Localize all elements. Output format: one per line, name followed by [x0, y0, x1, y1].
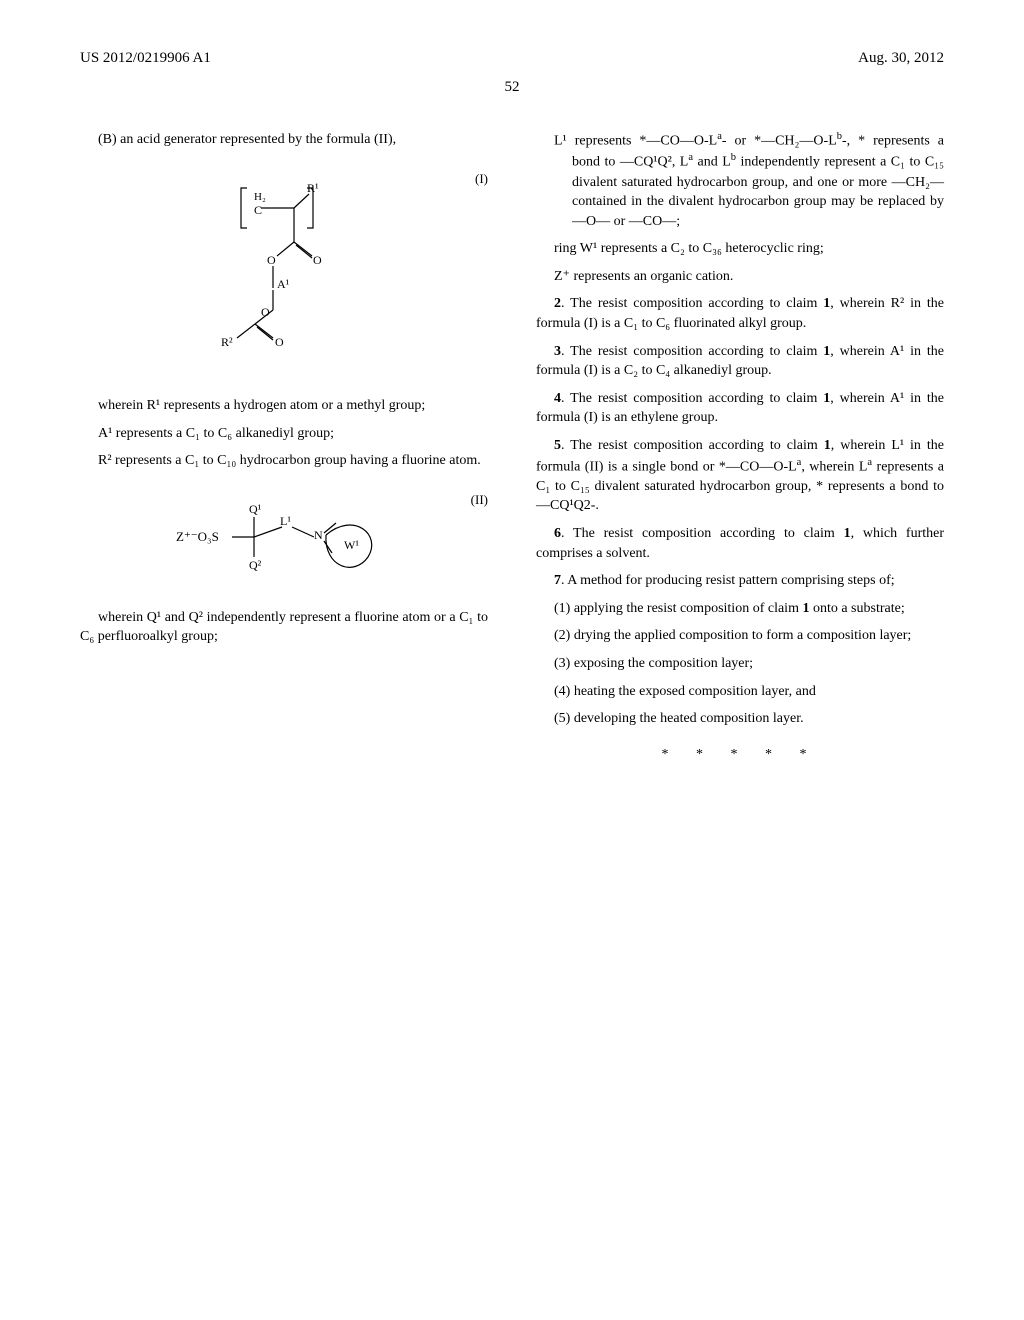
- claim-7-step5: (5) developing the heated composition la…: [536, 709, 944, 729]
- claim-2: 2. The resist composition according to c…: [536, 294, 944, 333]
- header-right: Aug. 30, 2012: [858, 48, 944, 69]
- svg-text:A¹: A¹: [277, 277, 290, 291]
- svg-text:H₂: H₂: [254, 191, 266, 203]
- header-left: US 2012/0219906 A1: [80, 48, 211, 69]
- svg-text:N: N: [314, 528, 323, 542]
- end-marks: * * * * *: [536, 745, 944, 765]
- formula-1-block: (I) H₂ C R¹: [80, 170, 488, 377]
- svg-text:O: O: [267, 253, 276, 267]
- svg-text:Q¹: Q¹: [249, 502, 262, 516]
- claim-7-step1: (1) applying the resist composition of c…: [536, 599, 944, 619]
- desc2: A¹ represents a C₁ to C₆ alkanediyl grou…: [80, 424, 488, 444]
- svg-text:L¹: L¹: [280, 514, 291, 528]
- claim-7-step3: (3) exposing the composition layer;: [536, 654, 944, 674]
- svg-text:O: O: [261, 305, 270, 319]
- desc1: wherein R¹ represents a hydrogen atom or…: [80, 396, 488, 416]
- page-header: US 2012/0219906 A1 Aug. 30, 2012: [80, 48, 944, 69]
- formula-1-label: (I): [475, 170, 488, 188]
- p2: ring W¹ represents a C₂ to C₃₆ heterocyc…: [536, 239, 944, 259]
- svg-text:O: O: [313, 253, 322, 267]
- svg-text:R²: R²: [221, 335, 233, 349]
- formula-1-svg: H₂ C R¹ O O A¹: [199, 170, 369, 370]
- left-column: (B) an acid generator represented by the…: [80, 130, 488, 764]
- desc4: wherein Q¹ and Q² independently represen…: [80, 608, 488, 647]
- svg-text:R¹: R¹: [307, 181, 319, 195]
- svg-text:W¹: W¹: [344, 538, 359, 552]
- formula-2-svg: Z⁺⁻O₃S Q¹ Q² L¹ N W¹: [154, 491, 414, 581]
- claim-3: 3. The resist composition according to c…: [536, 342, 944, 381]
- intro-line: (B) an acid generator represented by the…: [80, 130, 488, 150]
- claim-5: 5. The resist composition according to c…: [536, 436, 944, 516]
- p3: Z⁺ represents an organic cation.: [536, 267, 944, 287]
- svg-text:O: O: [275, 335, 284, 349]
- desc3: R² represents a C₁ to C₁₀ hydrocarbon gr…: [80, 451, 488, 471]
- svg-text:C: C: [254, 203, 262, 217]
- svg-text:Z⁺⁻O₃S: Z⁺⁻O₃S: [176, 529, 219, 544]
- claim-7-step2: (2) drying the applied composition to fo…: [536, 626, 944, 646]
- content-columns: (B) an acid generator represented by the…: [80, 130, 944, 764]
- svg-text:Q²: Q²: [249, 558, 262, 572]
- p1: L¹ represents *—CO—O-La- or *—CH₂—O-Lb-,…: [536, 130, 944, 231]
- claim-4: 4. The resist composition according to c…: [536, 389, 944, 428]
- formula-2-label: (II): [471, 491, 488, 509]
- page-number: 52: [80, 77, 944, 98]
- claim-6: 6. The resist composition according to c…: [536, 524, 944, 563]
- formula-2-block: (II) Z⁺⁻O₃S Q¹ Q² L¹ N W¹: [80, 491, 488, 588]
- claim-7: 7. A method for producing resist pattern…: [536, 571, 944, 591]
- right-column: L¹ represents *—CO—O-La- or *—CH₂—O-Lb-,…: [536, 130, 944, 764]
- claim-7-step4: (4) heating the exposed composition laye…: [536, 682, 944, 702]
